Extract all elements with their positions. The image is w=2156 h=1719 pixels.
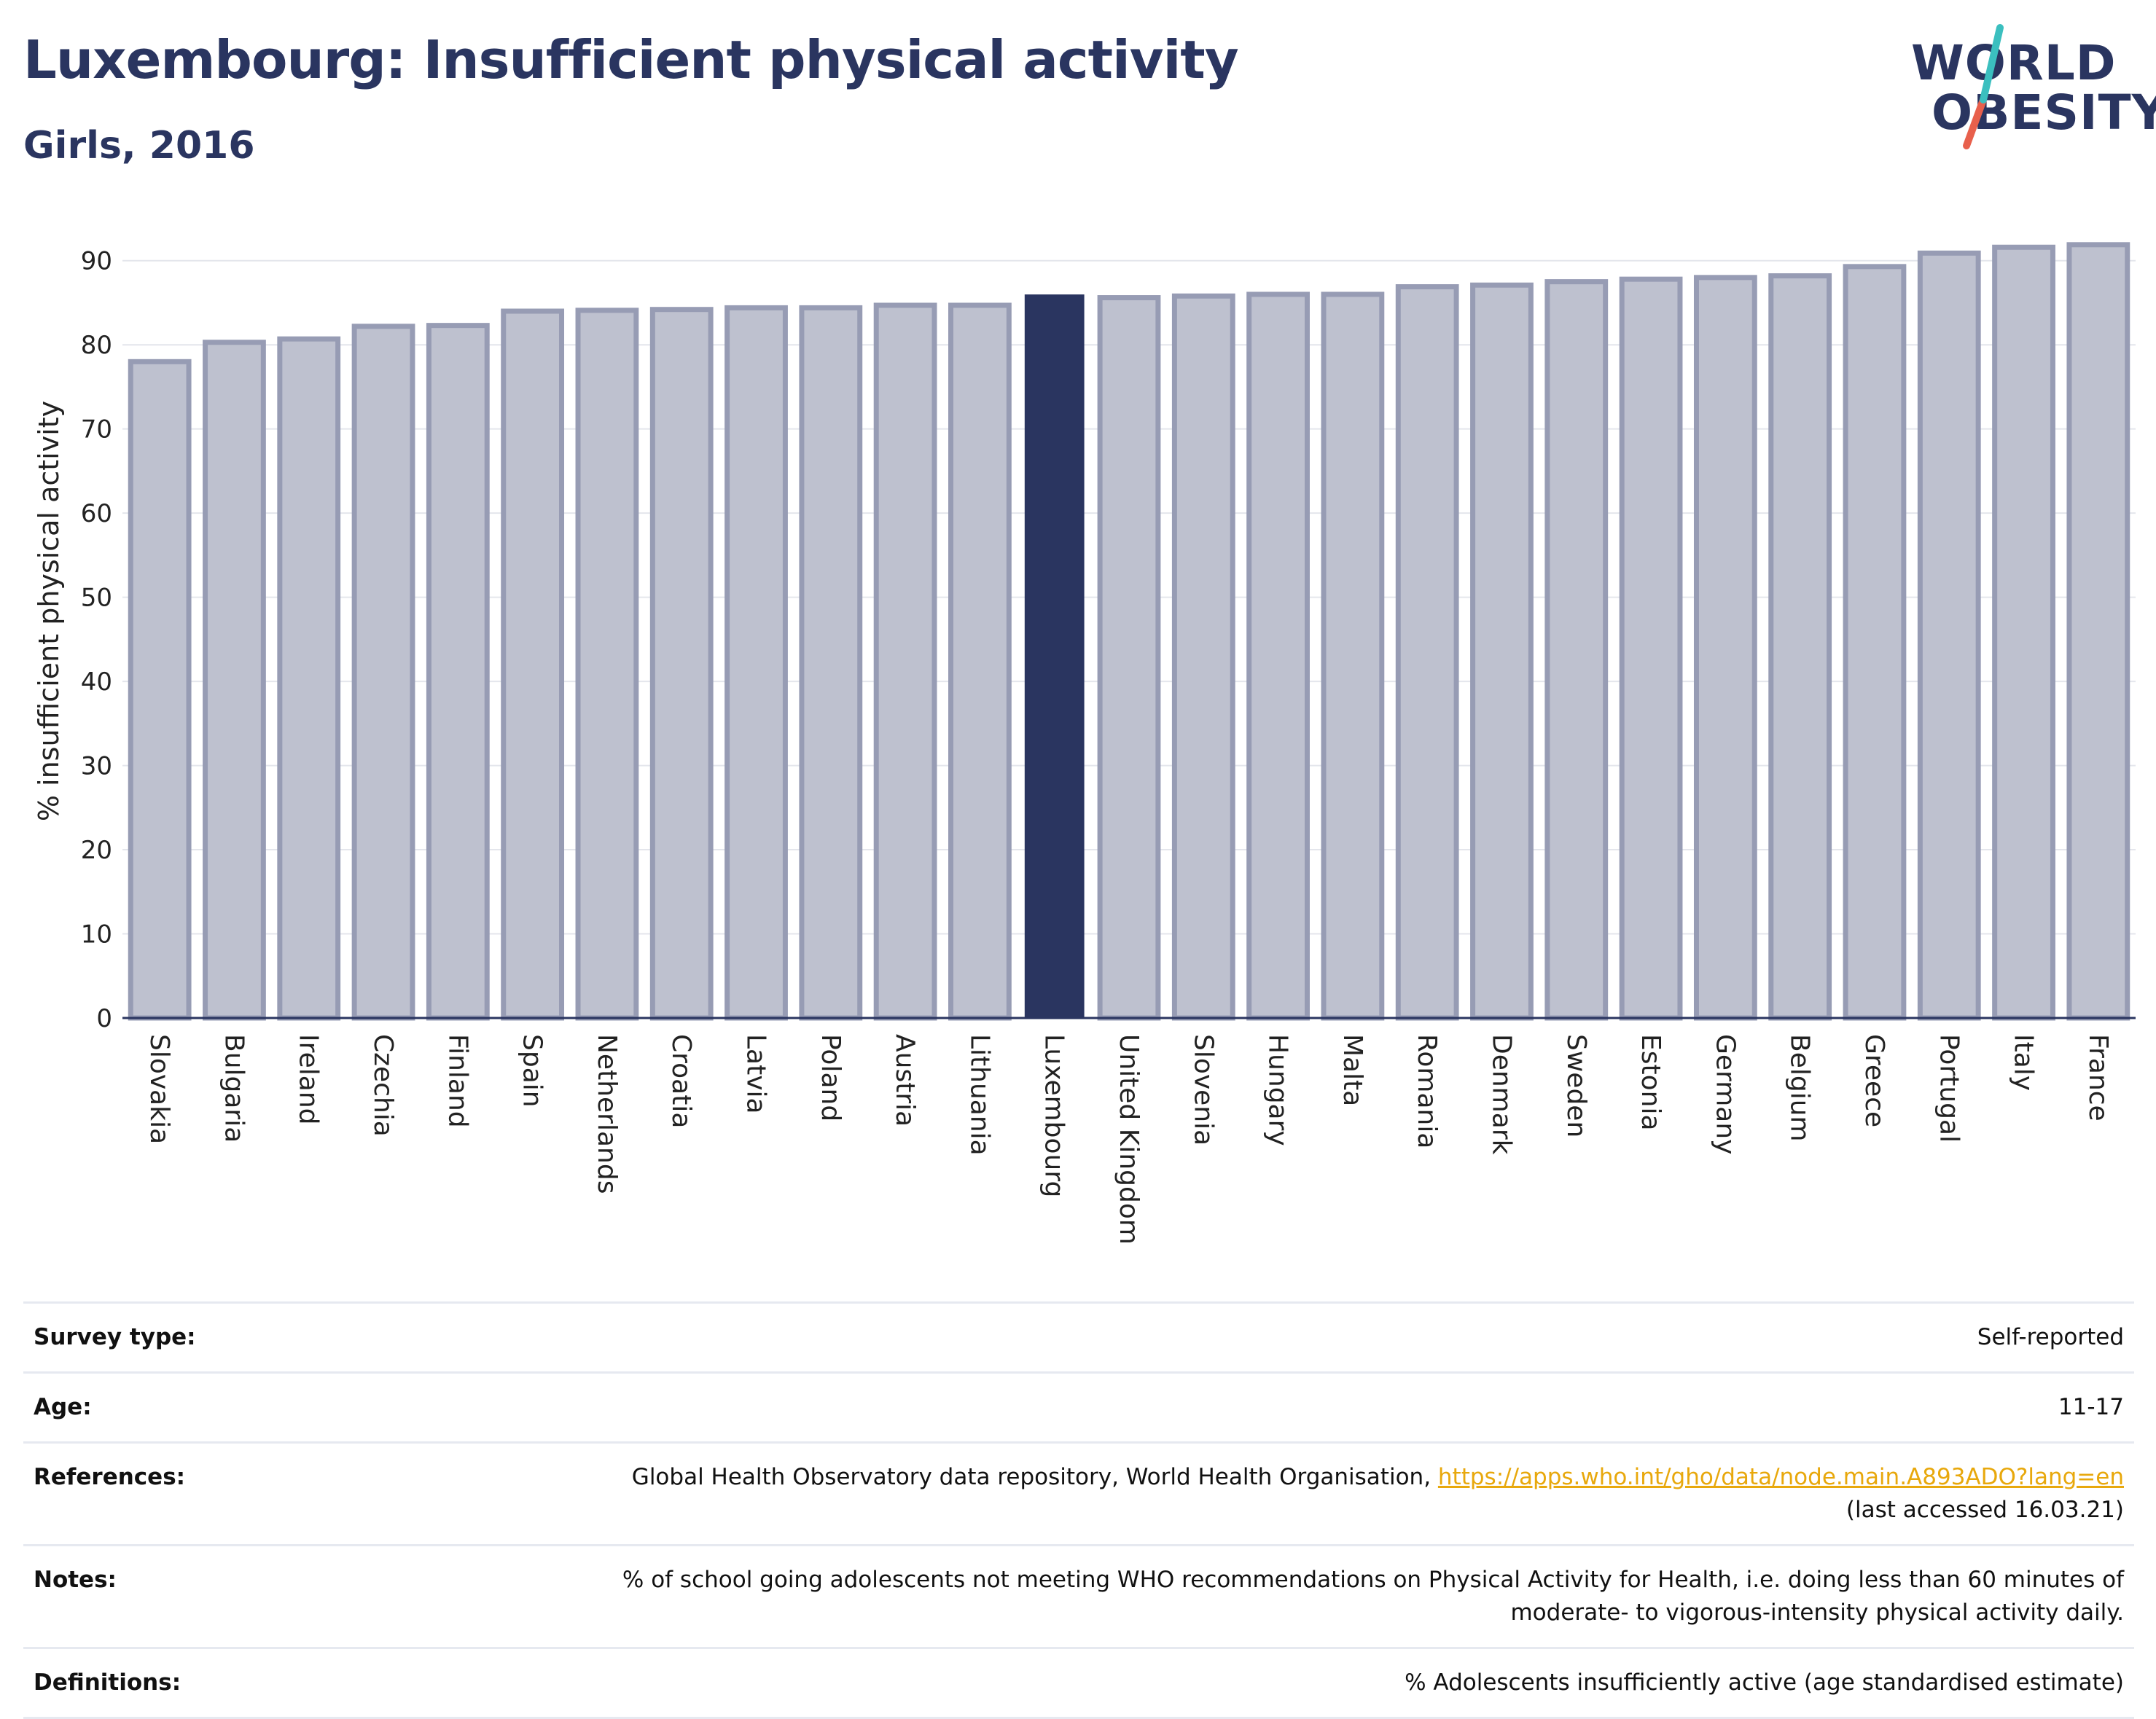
x-tick-label: Romania xyxy=(1412,1034,1442,1148)
info-value: % of school going adolescents not meetin… xyxy=(350,1543,2134,1648)
x-tick-label: Slovenia xyxy=(1188,1034,1218,1146)
x-tick-label: France xyxy=(2083,1034,2113,1121)
x-tick-label: Netherlands xyxy=(592,1034,622,1194)
x-tick-label: Luxembourg xyxy=(1039,1034,1069,1197)
info-row-age: Age: 11-17 xyxy=(23,1371,2134,1443)
bar-slovenia xyxy=(1171,293,1235,1021)
x-tick-label: Estonia xyxy=(1636,1034,1665,1131)
bar-spain xyxy=(501,308,565,1021)
bar-bulgaria xyxy=(203,340,266,1021)
bar-portugal xyxy=(1917,250,1981,1021)
logo-word-world: WORLD xyxy=(1911,35,2117,91)
bar-united-kingdom xyxy=(1097,295,1161,1021)
bar-lithuania xyxy=(948,302,1012,1021)
bar-germany xyxy=(1693,275,1757,1021)
info-table: Survey type: Self-reported Age: 11-17 Re… xyxy=(23,1301,2134,1719)
x-tick-label: Denmark xyxy=(1486,1034,1516,1155)
info-row-notes: Notes: % of school going adolescents not… xyxy=(23,1543,2134,1648)
notes-text-line2: moderate- to vigorous-intensity physical… xyxy=(1510,1599,2124,1626)
bar-hungary xyxy=(1246,291,1310,1021)
x-tick-label: Austria xyxy=(890,1034,920,1127)
bar-austria xyxy=(873,302,937,1021)
x-tick-label: Czechia xyxy=(368,1034,398,1137)
page-title: Luxembourg: Insufficient physical activi… xyxy=(23,29,1239,90)
bar-greece xyxy=(1843,264,1907,1021)
bar-poland xyxy=(799,305,863,1021)
info-value: % Adolescents insufficiently active (age… xyxy=(350,1646,2134,1719)
y-axis-title: % insufficient physical activity xyxy=(33,401,65,821)
bar-czechia xyxy=(351,324,415,1021)
page-subtitle: Girls, 2016 xyxy=(23,124,255,168)
x-tick-label: Sweden xyxy=(1561,1034,1591,1137)
bar-romania xyxy=(1395,284,1459,1021)
y-tick-label: 90 xyxy=(81,247,112,276)
bar-luxembourg xyxy=(1024,294,1085,1019)
bar-slovakia xyxy=(128,359,192,1021)
bar-croatia xyxy=(649,307,714,1021)
x-tick-label: Finland xyxy=(442,1034,472,1128)
bar-netherlands xyxy=(575,308,639,1021)
info-row-references: References: Global Health Observatory da… xyxy=(23,1441,2134,1546)
x-tick-label: Portugal xyxy=(1934,1034,1964,1143)
bar-france xyxy=(2066,242,2130,1021)
bar-latvia xyxy=(724,305,788,1021)
x-tick-label: Poland xyxy=(816,1034,845,1121)
x-tick-label: Malta xyxy=(1337,1034,1367,1106)
info-key: References: xyxy=(23,1441,350,1546)
bar-malta xyxy=(1321,291,1385,1021)
notes-text-line1: % of school going adolescents not meetin… xyxy=(622,1566,2124,1593)
x-tick-label: Latvia xyxy=(741,1034,771,1114)
x-tick-label: Italy xyxy=(2009,1034,2039,1091)
reference-accessed: (last accessed 16.03.21) xyxy=(1846,1496,2124,1523)
bar-sweden xyxy=(1544,279,1609,1021)
info-row-definitions: Definitions: % Adolescents insufficientl… xyxy=(23,1646,2134,1719)
x-tick-label: Belgium xyxy=(1785,1034,1815,1142)
x-tick-label: Hungary xyxy=(1263,1034,1293,1146)
info-value: Self-reported xyxy=(350,1301,2134,1373)
logo-slash-icon xyxy=(1963,24,2004,149)
x-tick-label: Slovakia xyxy=(144,1034,174,1144)
x-tick-label: Germany xyxy=(1710,1034,1740,1154)
reference-link[interactable]: https://apps.who.int/gho/data/node.main.… xyxy=(1437,1463,2124,1490)
bar-chart: 0 10 20 30 40 50 60 70 80 90 Slovakia Bulgaria Irel… xyxy=(33,242,2136,1245)
x-tick-label: Spain xyxy=(517,1034,547,1108)
y-tick-label: 10 xyxy=(81,920,112,949)
x-tick-label: United Kingdom xyxy=(1114,1034,1144,1245)
reference-text: Global Health Observatory data repositor… xyxy=(631,1463,1438,1490)
x-tick-label: Bulgaria xyxy=(219,1034,249,1143)
x-axis-labels: Slovakia Bulgaria Ireland Czechia Finland Spa… xyxy=(144,1034,2113,1245)
info-key: Definitions: xyxy=(23,1646,350,1719)
y-tick-label: 40 xyxy=(81,667,112,697)
bar-denmark xyxy=(1470,282,1534,1021)
y-tick-label: 70 xyxy=(81,415,112,445)
info-key: Survey type: xyxy=(23,1301,350,1373)
world-obesity-logo: WORLD OBESITY xyxy=(1902,22,2156,153)
y-tick-label: 50 xyxy=(81,584,112,613)
y-tick-label: 80 xyxy=(81,331,112,360)
x-tick-label: Ireland xyxy=(294,1034,324,1125)
y-tick-label: 20 xyxy=(81,836,112,865)
x-tick-label: Croatia xyxy=(666,1034,696,1128)
info-value: 11-17 xyxy=(350,1371,2134,1443)
bar-estonia xyxy=(1619,276,1683,1021)
info-value: Global Health Observatory data repositor… xyxy=(350,1441,2134,1546)
info-key: Age: xyxy=(23,1371,350,1443)
bar-italy xyxy=(1992,244,2055,1021)
y-tick-label: 60 xyxy=(81,499,112,528)
bars xyxy=(128,242,2130,1021)
info-key: Notes: xyxy=(23,1543,350,1648)
y-tick-label: 0 xyxy=(96,1004,112,1033)
x-tick-label: Greece xyxy=(1859,1034,1889,1127)
bar-belgium xyxy=(1768,273,1832,1021)
x-tick-label: Lithuania xyxy=(964,1034,994,1156)
y-tick-label: 30 xyxy=(81,752,112,781)
bar-finland xyxy=(426,323,490,1021)
info-row-survey-type: Survey type: Self-reported xyxy=(23,1301,2134,1373)
y-axis-ticks: 0 10 20 30 40 50 60 70 80 90 xyxy=(81,247,112,1033)
bar-ireland xyxy=(277,336,341,1021)
